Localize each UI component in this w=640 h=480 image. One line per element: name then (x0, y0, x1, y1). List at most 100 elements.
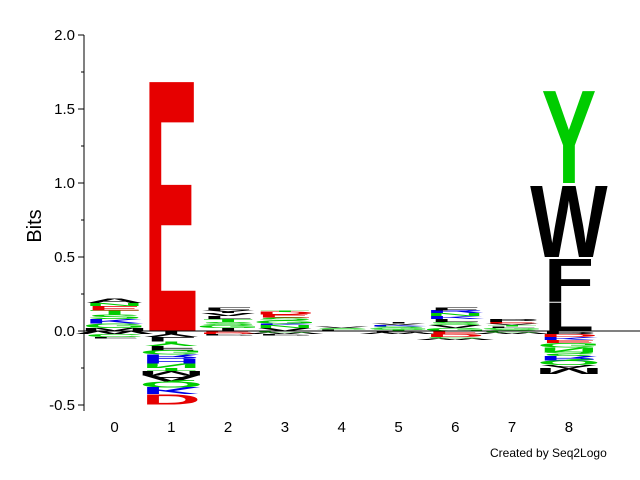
logo-letter-p: P (371, 331, 426, 333)
logo-letter-f: F (89, 336, 139, 338)
logo-letter-f: F (146, 344, 196, 351)
logo-letter-y: Y (144, 340, 199, 347)
logo-letter-f: F (203, 307, 253, 312)
logo-letter-g: G (537, 341, 601, 348)
logo-letter-m: M (535, 366, 603, 375)
logo-letter-q: Q (139, 379, 203, 388)
logo-letter-f: F (430, 307, 480, 312)
y-tick-label: 2.0 (54, 27, 75, 44)
logo-letter-c: C (255, 331, 314, 333)
logo-letter-e: E (542, 339, 597, 344)
logo-letter-s: S (542, 350, 597, 357)
logo-letter-g: G (196, 324, 260, 329)
logo-letter-p: P (258, 333, 313, 335)
logo-letter-e: E (87, 305, 142, 312)
credit-text: Created by Seq2Logo (490, 446, 607, 460)
logo-letter-s: S (201, 321, 256, 326)
y-tick-label: 1.5 (54, 101, 75, 118)
x-tick-label: 5 (394, 419, 402, 436)
logo-letter-d: D (255, 311, 314, 316)
logo-letter-t: T (373, 329, 423, 331)
logo-letter-e: E (201, 331, 256, 333)
logo-letter-t: T (487, 325, 537, 327)
logo-letter-i: I (387, 322, 410, 324)
logo-letter-q: Q (537, 359, 601, 366)
logo-letter-g: G (480, 328, 544, 330)
x-tick-label: 3 (281, 419, 289, 436)
logo-letter-d: D (539, 333, 598, 338)
logo-letter-v: V (428, 324, 483, 329)
y-tick-label: 1.0 (54, 175, 75, 192)
y-tick-label: -0.5 (49, 397, 75, 414)
logo-letter-e: E (258, 314, 313, 319)
logo-letter-g: G (423, 327, 487, 332)
logo-letter-g: G (367, 328, 431, 330)
logo-letter-e: E (485, 322, 540, 324)
logo-letter-t: T (260, 310, 310, 312)
logo-letter-l: L (544, 294, 594, 340)
logo-letter-w: W (530, 164, 608, 279)
logo-letter-f: F (544, 246, 594, 315)
logo-letter-m: M (137, 370, 205, 377)
logo-letter-y: Y (201, 310, 256, 315)
logo-letter-n: N (85, 302, 144, 307)
logo-letter-n: N (142, 362, 201, 369)
logo-letter-i: I (160, 330, 183, 335)
logo-letter-d: D (426, 333, 485, 338)
logo-letter-n: N (255, 324, 314, 329)
logo-letter-v: V (371, 323, 426, 325)
logo-letter-l: L (203, 315, 253, 320)
logo-letter-k: K (255, 323, 314, 325)
logo-letter-l: L (146, 336, 196, 343)
logo-letter-k: K (426, 315, 485, 320)
logo-letter-l: L (487, 326, 537, 328)
logo-letter-m: M (80, 327, 148, 332)
logo-letter-s: S (258, 317, 313, 322)
x-tick-label: 2 (224, 419, 232, 436)
logo-letter-w: W (246, 332, 324, 334)
logo-letter-p: P (542, 330, 597, 335)
logo-letter-s: S (371, 326, 426, 328)
logo-letter-k: K (142, 385, 201, 396)
logo-letter-c: C (482, 331, 541, 333)
logo-letter-y: Y (542, 64, 597, 212)
logo-letter-s: S (314, 328, 369, 330)
logo-letter-e: E (428, 330, 483, 335)
logo-letter-e: E (144, 4, 199, 408)
y-axis: -0.5 0.0 0.5 1.0 1.5 2.0 (49, 27, 85, 414)
logo-letter-g: G (253, 320, 317, 325)
logo-letter-v: V (144, 333, 199, 338)
logo-letter-n: N (426, 313, 485, 318)
y-tick-label: 0.5 (54, 249, 75, 266)
logo-letter-v: V (314, 326, 369, 328)
y-tick-label: 0.0 (54, 323, 75, 340)
logo-letter-a: A (142, 374, 201, 383)
logo-letter-p: P (485, 318, 540, 323)
logo-letter-n: N (539, 346, 598, 353)
x-tick-label: 6 (451, 419, 459, 436)
logo-letter-w: W (76, 330, 154, 335)
x-axis-tick-labels: 0 1 2 3 4 5 6 7 8 (110, 419, 573, 436)
logo-letter-k: K (539, 336, 598, 341)
logo-letter-d: D (198, 332, 257, 334)
logo-letter-t: T (146, 367, 196, 372)
logo-letter-r: R (426, 310, 485, 315)
logo-letter-w: W (360, 332, 438, 334)
logo-letter-r: R (142, 353, 201, 360)
x-tick-label: 8 (565, 419, 573, 436)
logo-letter-s: S (428, 321, 483, 326)
x-tick-label: 1 (167, 419, 175, 436)
logo-letter-t: T (203, 318, 253, 323)
x-tick-label: 4 (338, 419, 346, 436)
logo-letter-a: A (539, 364, 598, 369)
logo-letter-h: H (142, 358, 201, 365)
x-tick-label: 0 (110, 419, 118, 436)
logo-letter-v: V (485, 323, 540, 325)
